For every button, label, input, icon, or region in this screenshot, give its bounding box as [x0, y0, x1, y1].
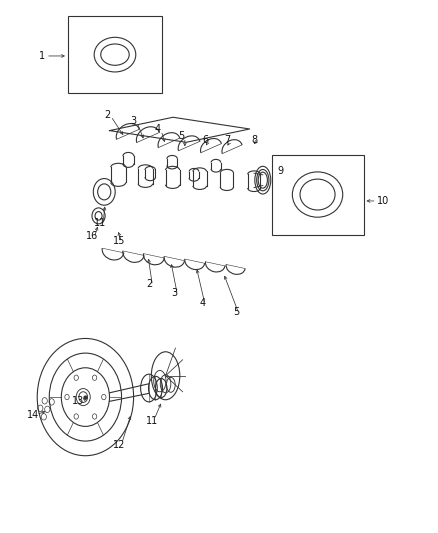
Text: 15: 15: [113, 236, 125, 246]
Text: 11: 11: [146, 416, 159, 426]
Text: 16: 16: [86, 231, 98, 241]
Text: 8: 8: [251, 135, 257, 144]
Text: 9: 9: [277, 166, 283, 175]
Text: 13: 13: [72, 396, 84, 406]
Text: 5: 5: [233, 307, 240, 317]
Text: 1: 1: [39, 51, 45, 61]
Text: 3: 3: [131, 116, 137, 126]
Text: 4: 4: [155, 124, 161, 134]
Bar: [68, 16, 162, 93]
Text: 2: 2: [104, 110, 110, 119]
Text: 10: 10: [377, 196, 389, 206]
Text: 3: 3: [171, 288, 177, 298]
Text: 11: 11: [94, 218, 106, 228]
Text: 5: 5: [179, 131, 185, 141]
Text: 7: 7: [224, 135, 230, 144]
Text: 4: 4: [199, 298, 205, 308]
Text: 6: 6: [202, 135, 208, 144]
Text: 14: 14: [27, 410, 39, 419]
Text: 12: 12: [113, 440, 125, 450]
Text: 2: 2: [146, 279, 152, 289]
Bar: [272, 155, 364, 235]
